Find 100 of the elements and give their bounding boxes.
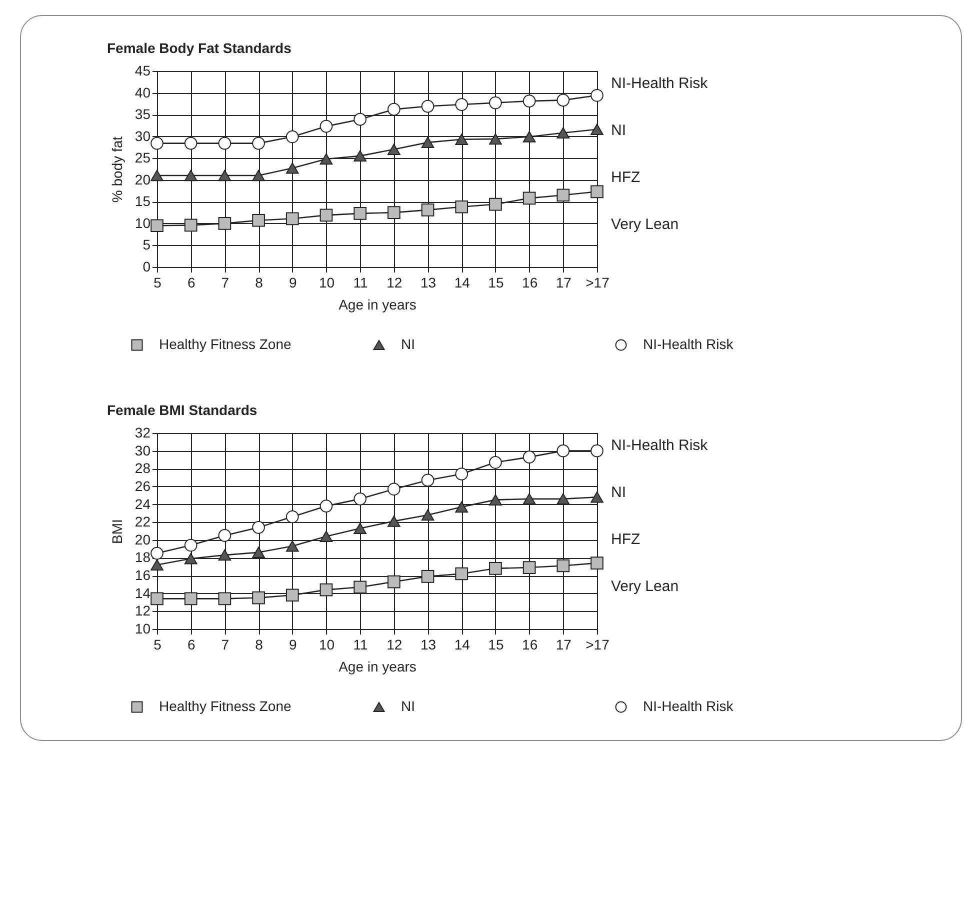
point <box>590 556 604 570</box>
legend-label: Healthy Fitness Zone <box>159 336 292 352</box>
x-tick-label: 12 <box>386 274 402 290</box>
point <box>489 198 502 211</box>
point <box>218 549 232 561</box>
x-tick-label: 7 <box>221 274 230 290</box>
point <box>455 501 468 513</box>
point <box>421 100 434 113</box>
point <box>184 136 198 150</box>
text: NI <box>611 484 626 501</box>
point <box>252 136 265 150</box>
y-tick-label: 18 <box>134 549 151 566</box>
point <box>556 493 570 505</box>
y-axis-title: BMI <box>108 519 125 544</box>
point <box>590 492 604 503</box>
x-tick-label: 14 <box>454 636 470 652</box>
point <box>522 450 536 464</box>
y-tick-label: 25 <box>134 150 151 166</box>
point <box>184 538 198 552</box>
point <box>556 94 570 107</box>
legend-label: NI <box>401 336 415 352</box>
point <box>421 136 434 148</box>
y-tick-label: 10 <box>134 214 151 231</box>
point <box>252 546 265 558</box>
x-tick-label: 9 <box>288 636 297 652</box>
point <box>320 120 333 133</box>
x-tick-label: 10 <box>318 636 335 652</box>
point <box>421 509 434 521</box>
x-tick-label: 11 <box>353 274 368 290</box>
point <box>421 570 434 583</box>
y-tick-label: 45 <box>134 62 151 78</box>
text: NI-Health Risk <box>611 436 708 454</box>
text: Very Lean <box>611 578 679 595</box>
x-tick-label: 14 <box>454 274 470 290</box>
chart-title: Female BMI Standards <box>107 402 258 418</box>
point <box>590 88 604 102</box>
text: HFZ <box>611 168 640 186</box>
x-tick-label: 13 <box>420 636 436 652</box>
x-tick-label: >17 <box>586 274 610 290</box>
x-tick-label: 17 <box>556 274 572 290</box>
y-tick-label: 32 <box>134 424 151 440</box>
y-tick-label: 20 <box>134 531 151 548</box>
x-tick-label: 10 <box>318 274 335 290</box>
point <box>489 562 502 575</box>
point <box>522 131 536 142</box>
point <box>455 134 468 146</box>
x-tick-label: 13 <box>420 274 436 290</box>
point <box>590 124 604 135</box>
point <box>320 208 333 222</box>
x-tick-label: 17 <box>556 636 572 652</box>
x-tick-label: 7 <box>221 636 230 652</box>
point <box>388 102 400 116</box>
point <box>150 170 164 182</box>
point <box>421 474 434 487</box>
y-tick-label: 30 <box>134 128 151 144</box>
point <box>286 588 299 602</box>
point <box>354 492 366 506</box>
point <box>522 192 536 205</box>
y-tick-label: 5 <box>142 236 151 253</box>
point <box>388 482 400 496</box>
point <box>286 540 299 552</box>
point <box>184 170 198 182</box>
legend-label: Healthy Fitness Zone <box>159 698 292 714</box>
point <box>286 130 299 144</box>
point <box>388 516 400 527</box>
x-tick-label: 5 <box>154 636 162 652</box>
text: HFZ <box>611 530 640 548</box>
point <box>218 136 232 150</box>
x-tick-label: 15 <box>488 636 504 652</box>
point <box>184 218 198 232</box>
point <box>286 510 299 524</box>
x-tick-label: 15 <box>488 274 504 290</box>
legend-label: NI <box>401 698 415 714</box>
point <box>421 204 434 216</box>
point <box>252 214 265 227</box>
x-tick-label: 6 <box>187 274 196 290</box>
point <box>489 456 502 469</box>
point <box>522 493 536 505</box>
y-tick-label: 0 <box>142 258 151 274</box>
point <box>522 94 536 108</box>
point <box>489 494 502 506</box>
y-tick-label: 16 <box>134 567 151 584</box>
x-tick-label: 5 <box>154 274 162 290</box>
point <box>150 592 164 606</box>
text: NI <box>611 122 626 139</box>
point <box>218 592 232 606</box>
y-tick-label: 26 <box>134 478 151 494</box>
point <box>354 112 366 126</box>
point <box>150 219 164 232</box>
point <box>218 529 232 542</box>
y-tick-label: 22 <box>134 514 151 530</box>
x-tick-label: 9 <box>288 274 297 290</box>
point <box>150 136 164 150</box>
text: NI-Health Risk <box>611 74 708 92</box>
point <box>354 150 366 162</box>
point <box>150 559 164 570</box>
point <box>489 96 502 110</box>
point <box>354 207 366 220</box>
y-axis-title: % body fat <box>108 136 125 203</box>
point <box>590 185 604 198</box>
